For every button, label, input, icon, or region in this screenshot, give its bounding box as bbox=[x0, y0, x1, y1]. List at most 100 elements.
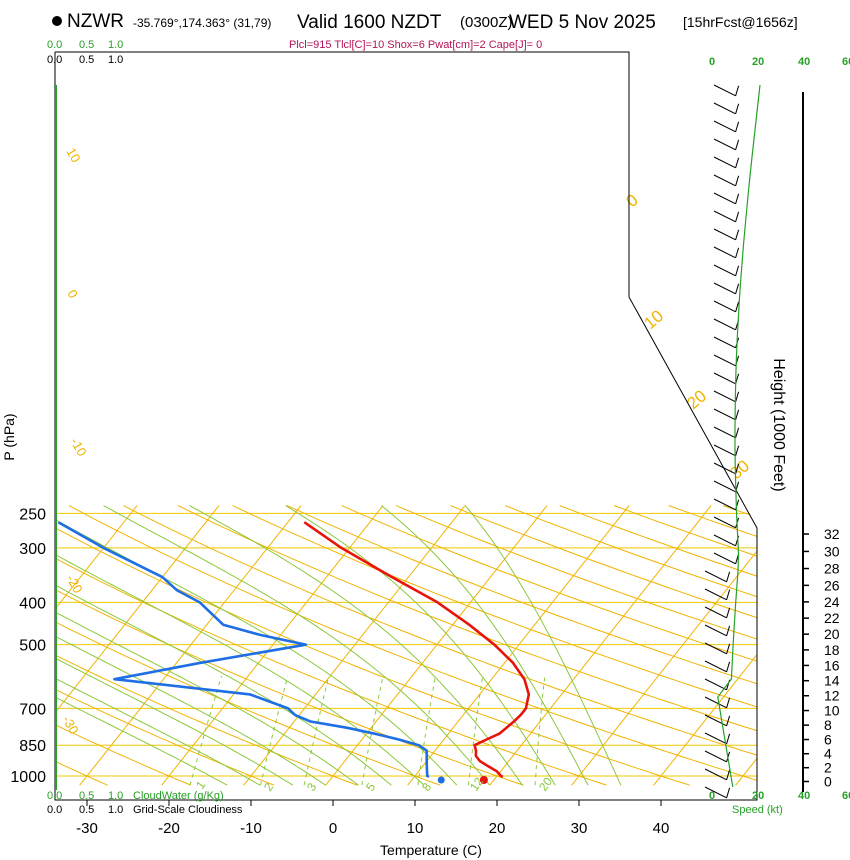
height-tick-label: 16 bbox=[824, 657, 840, 673]
moist-adiabat bbox=[55, 505, 392, 786]
wind-barb-flag bbox=[735, 103, 740, 114]
temperature-profile bbox=[303, 521, 531, 779]
speed-bot-1: 20 bbox=[752, 790, 764, 802]
mixing-ratio-label: 3 bbox=[304, 780, 319, 794]
isotherm-line bbox=[79, 505, 302, 786]
right-adiabat-label: 0 bbox=[622, 190, 641, 211]
cloud-bot-green-1: 0.5 bbox=[79, 790, 94, 802]
dry-adiabat-label: 10 bbox=[63, 145, 83, 165]
wind-barb bbox=[713, 354, 736, 367]
wind-barb bbox=[713, 282, 736, 295]
wind-barb bbox=[713, 444, 736, 457]
temperature-tick-label: -30 bbox=[76, 820, 98, 837]
height-tick-label: 22 bbox=[824, 610, 840, 626]
wind-barb bbox=[713, 552, 736, 565]
wind-barb-flag bbox=[735, 391, 740, 402]
mixing-ratio-label: 20 bbox=[536, 774, 555, 793]
temperature-tick-label: -10 bbox=[240, 820, 262, 837]
wind-barb-flag bbox=[735, 193, 740, 204]
wind-barb bbox=[704, 732, 727, 745]
wind-barb bbox=[704, 588, 727, 601]
wind-barb bbox=[713, 228, 736, 241]
height-tick-label: 10 bbox=[824, 703, 840, 719]
temperature-axis-label: Temperature (C) bbox=[380, 842, 482, 858]
temperature-tick-label: 20 bbox=[489, 820, 506, 837]
cloudiness-label: Grid-Scale Cloudiness bbox=[133, 804, 243, 816]
speed-axis-label: Speed (kt) bbox=[732, 804, 783, 816]
wind-barb bbox=[704, 624, 727, 637]
wind-barb bbox=[713, 318, 736, 331]
pressure-tick-label: 500 bbox=[19, 638, 46, 655]
moist-adiabat bbox=[55, 505, 294, 786]
mixing-ratio-line bbox=[303, 675, 330, 786]
dry-adiabat bbox=[55, 505, 192, 786]
isotherm-line bbox=[55, 505, 220, 786]
dry-adiabat bbox=[395, 505, 757, 786]
height-tick-label: 6 bbox=[824, 732, 832, 748]
wind-barb bbox=[713, 156, 736, 169]
wind-barb-flag bbox=[726, 733, 731, 744]
wind-barb-flag bbox=[726, 643, 731, 654]
dry-adiabat-label: 0 bbox=[64, 287, 81, 301]
dry-adiabat bbox=[55, 505, 358, 786]
height-tick-label: 4 bbox=[824, 746, 832, 762]
mixing-ratio-line bbox=[189, 675, 222, 786]
wind-barb-flag bbox=[735, 409, 740, 420]
temperature-tick-label: 10 bbox=[407, 820, 424, 837]
wind-barb bbox=[713, 192, 736, 205]
speed-top-1: 20 bbox=[752, 56, 764, 68]
cloud-top-green-2: 1.0 bbox=[108, 39, 123, 51]
moist-adiabat bbox=[55, 505, 359, 786]
height-tick-label: 28 bbox=[824, 561, 840, 577]
wind-barb-flag bbox=[735, 463, 740, 474]
moist-adiabat bbox=[55, 505, 425, 786]
speed-top-0: 0 bbox=[709, 56, 715, 68]
height-tick-label: 0 bbox=[824, 773, 832, 789]
wind-barb-flag bbox=[735, 121, 740, 132]
wind-barb-flag bbox=[735, 85, 740, 96]
moist-adiabat bbox=[103, 505, 491, 786]
right-adiabat-label: 10 bbox=[640, 306, 667, 333]
pressure-tick-label: 1000 bbox=[10, 769, 46, 786]
dry-adiabat bbox=[286, 505, 757, 786]
cloud-bot-green-2: 1.0 bbox=[108, 790, 123, 802]
pressure-tick-label: 400 bbox=[19, 595, 46, 612]
speed-bot-3: 60 bbox=[842, 790, 850, 802]
moist-adiabat bbox=[55, 505, 261, 786]
wind-barb bbox=[713, 408, 736, 421]
cloud-bot-green-0: 0.0 bbox=[47, 790, 62, 802]
dry-adiabat bbox=[341, 505, 757, 786]
isotherm-line bbox=[407, 505, 630, 786]
mixing-ratio-label: 2 bbox=[261, 780, 276, 794]
profile-lines bbox=[57, 521, 531, 784]
height-tick-label: 30 bbox=[824, 543, 840, 559]
cloud-bot-black-1: 0.5 bbox=[79, 804, 94, 816]
speed-top-2: 40 bbox=[798, 56, 810, 68]
temperature-tick-label: 30 bbox=[571, 820, 588, 837]
temperature-tick-label: 0 bbox=[329, 820, 337, 837]
dry-adiabat bbox=[55, 505, 607, 786]
wind-barb bbox=[704, 642, 727, 655]
wind-barb bbox=[713, 120, 736, 133]
moist-adiabat bbox=[285, 505, 556, 786]
pressure-axis-label: P (hPa) bbox=[1, 413, 17, 460]
cloud-scale-top: 0.0 0.5 1.0 0.0 0.5 1.0 bbox=[47, 39, 123, 66]
mixing-ratio-line bbox=[260, 675, 289, 786]
wind-barb bbox=[713, 264, 736, 277]
wind-barb bbox=[704, 750, 727, 763]
wind-barb bbox=[704, 570, 727, 583]
surface-dewpoint-marker bbox=[437, 776, 445, 784]
isotherm-line bbox=[571, 505, 757, 786]
moist-adiabat bbox=[55, 505, 458, 786]
temperature-tick-label: 40 bbox=[653, 820, 670, 837]
wind-barb-flag bbox=[726, 571, 731, 582]
moist-adiabat bbox=[55, 505, 228, 786]
wind-barb-flag bbox=[726, 697, 731, 708]
dry-adiabat bbox=[55, 505, 275, 786]
wind-barb-flag bbox=[735, 211, 740, 222]
wind-barb bbox=[713, 84, 736, 97]
diagram-grid bbox=[55, 505, 757, 786]
wind-barb-flag bbox=[726, 607, 731, 618]
